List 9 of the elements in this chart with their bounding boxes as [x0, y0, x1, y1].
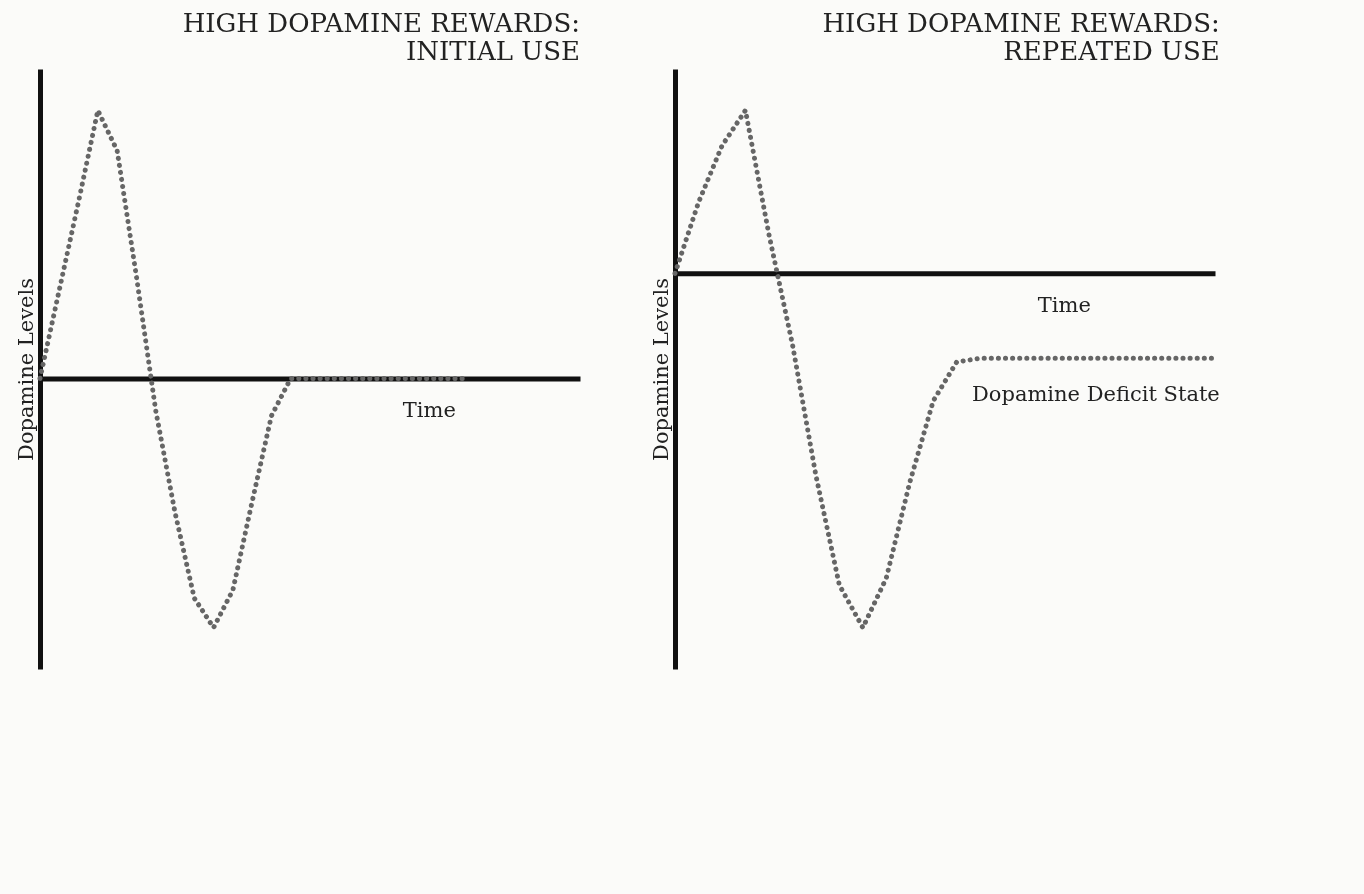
x-axis-title: Time [1037, 292, 1091, 317]
chart-subtitle: REPEATED USE [1003, 36, 1220, 66]
x-axis-title: Time [402, 397, 456, 422]
chart-subtitle: INITIAL USE [406, 36, 580, 66]
y-axis-title: Dopamine Levels [648, 278, 673, 461]
annotation: Dopamine Deficit State [972, 382, 1220, 407]
y-axis-title: Dopamine Levels [13, 278, 38, 461]
chart-title: HIGH DOPAMINE REWARDS: [822, 8, 1220, 38]
chart-title: HIGH DOPAMINE REWARDS: [182, 8, 580, 38]
